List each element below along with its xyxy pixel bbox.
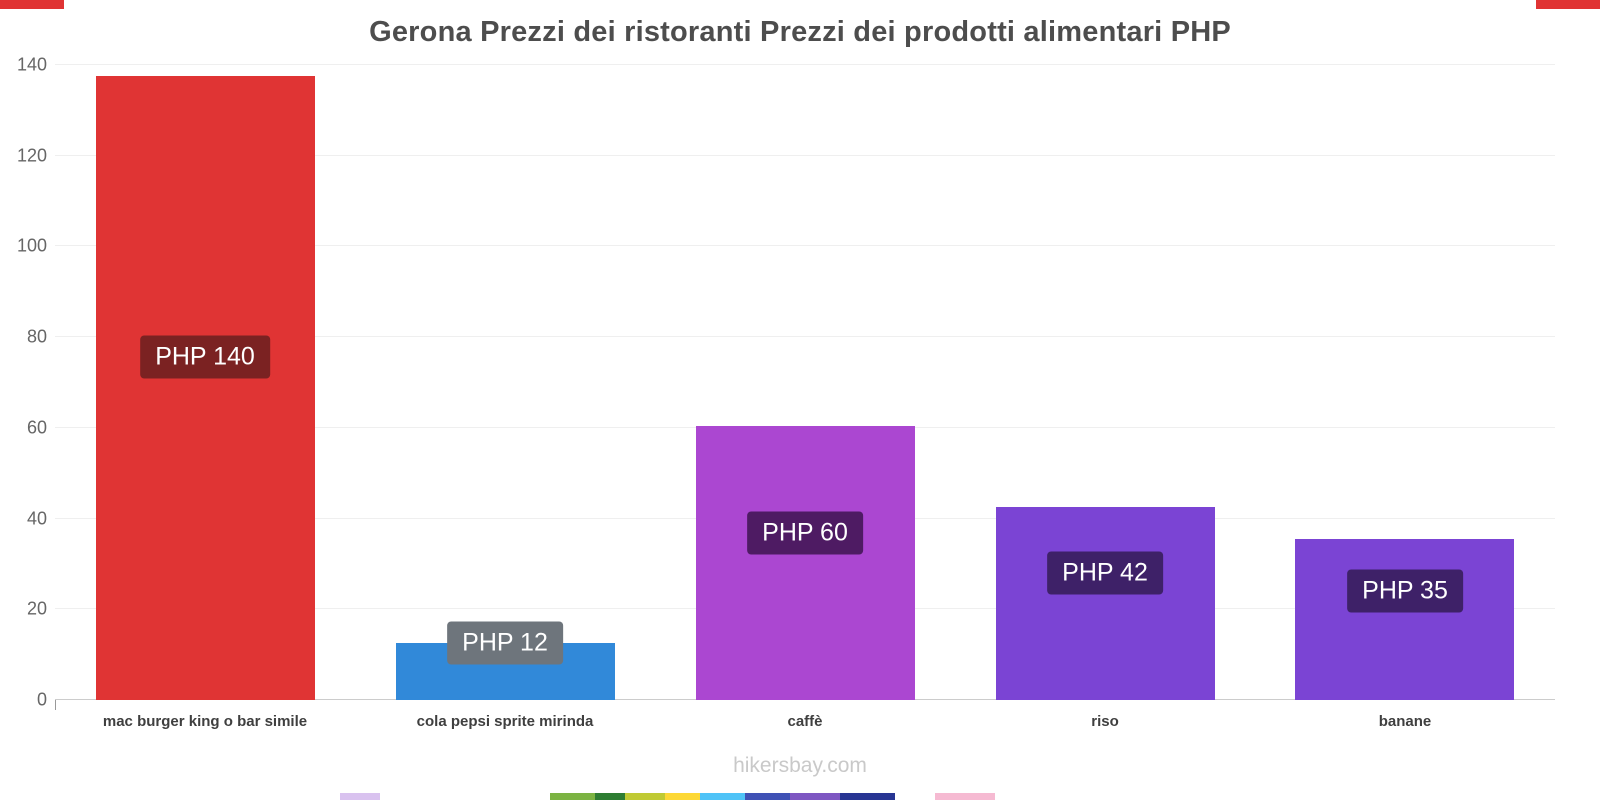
chart-title: Gerona Prezzi dei ristoranti Prezzi dei … (369, 16, 1231, 48)
x-axis-category-label: mac burger king o bar simile (102, 713, 308, 730)
bar-4 (1295, 538, 1515, 700)
footer-color-strip-segment (665, 793, 700, 800)
plot-area: 0 20 40 60 80 100 120 140 PHP 140 PHP 12 PHP 60 PHP… (17, 55, 1555, 710)
bar-value-badge-3: PHP 42 (1047, 551, 1163, 595)
gridline-80 (55, 336, 1555, 338)
y-axis-tick-label: 100 (16, 235, 47, 256)
y-axis-tick-label: 40 (26, 508, 47, 529)
x-axis-origin-tick (55, 700, 56, 710)
footer-color-strip (0, 793, 1600, 800)
bar-value-badge-4: PHP 35 (1347, 569, 1463, 613)
y-axis-tick-label: 80 (26, 326, 47, 347)
bar-value-badge-1: PHP 12 (447, 621, 563, 665)
y-axis-tick-label: 140 (16, 54, 47, 75)
gridline-100 (55, 245, 1555, 247)
footer-color-strip-segment (895, 793, 935, 800)
footer-color-strip-segment (840, 793, 895, 800)
x-axis-category-label: caffè (787, 713, 823, 730)
gridline-120 (55, 154, 1555, 156)
footer-color-strip-segment (625, 793, 665, 800)
footer-color-strip-segment (380, 793, 550, 800)
footer-color-strip-segment (790, 793, 840, 800)
top-right-corner-mark (1536, 0, 1600, 9)
footer-color-strip-segment (550, 793, 595, 800)
bar-0 (95, 76, 315, 700)
x-axis-category-label: banane (1378, 713, 1432, 730)
x-axis-labels-row: mac burger king o bar simile cola pepsi s… (55, 713, 1555, 730)
footer-color-strip-segment (745, 793, 790, 800)
footer-color-strip-segment (700, 793, 745, 800)
footer-color-strip-segment (0, 793, 340, 800)
footer-color-strip-segment (935, 793, 995, 800)
y-axis-tick-label: 20 (26, 598, 47, 619)
y-axis-tick-label: 120 (16, 145, 47, 166)
top-left-corner-mark (0, 0, 64, 9)
bar-2 (695, 425, 915, 700)
bar-value-badge-2: PHP 60 (747, 511, 863, 555)
x-axis-category-label: riso (1091, 713, 1119, 730)
x-axis-category-label: cola pepsi sprite mirinda (416, 713, 594, 730)
footer-color-strip-segment (340, 793, 380, 800)
footer-color-strip-segment (995, 793, 1600, 800)
bar-value-badge-0: PHP 140 (140, 335, 270, 379)
y-axis-tick-label: 0 (36, 689, 47, 710)
gridline-140 (55, 64, 1555, 65)
y-axis-tick-label: 60 (26, 417, 47, 438)
watermark-text: hikersbay.com (733, 754, 867, 777)
bar-3 (995, 507, 1215, 700)
footer-color-strip-segment (595, 793, 625, 800)
